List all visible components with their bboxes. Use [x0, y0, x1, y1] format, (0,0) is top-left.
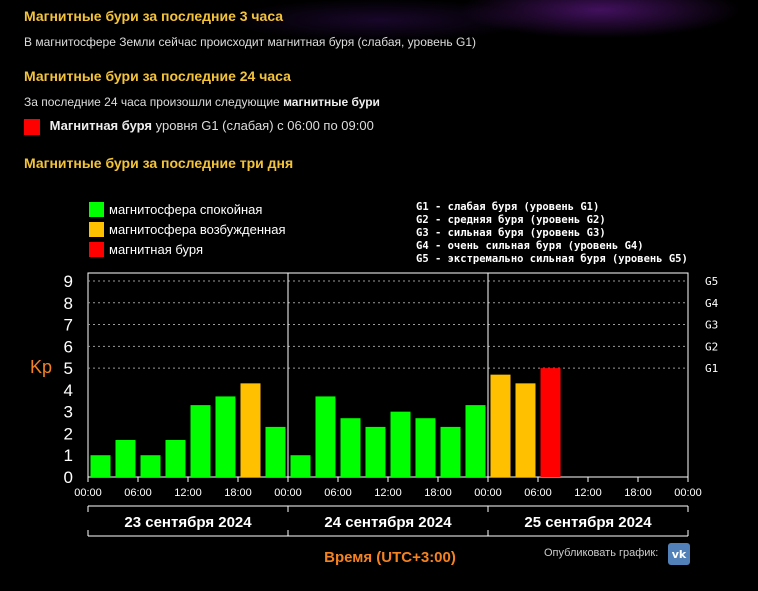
kp-bar-5 [215, 396, 236, 477]
x-tick-label-11: 18:00 [624, 487, 652, 499]
g-tick-label-3: G4 [705, 297, 719, 310]
x-tick-label-1: 06:00 [124, 487, 152, 499]
kp-bar-9 [315, 396, 336, 477]
vk-share-button[interactable]: vk [668, 543, 690, 565]
g-legend-line-0: G1 - слабая буря (уровень G1) [416, 201, 599, 213]
kp-bar-0 [90, 455, 111, 477]
y-tick-label-5: 5 [64, 359, 73, 378]
kp-bar-4 [190, 405, 211, 477]
x-tick-label-5: 06:00 [324, 487, 352, 499]
g-legend-line-2: G3 - сильная буря (уровень G3) [416, 227, 606, 239]
y-tick-label-8: 8 [64, 294, 73, 313]
y-tick-label-4: 4 [64, 381, 73, 400]
kp-bar-12 [390, 411, 411, 477]
heading-last-24-hours: Магнитные бури за последние 24 часа [24, 68, 291, 84]
g-legend-line-4: G5 - экстремально сильная буря (уровень … [416, 253, 688, 265]
g-tick-label-0: G1 [705, 362, 718, 375]
y-tick-label-6: 6 [64, 337, 73, 356]
legend-label-0: магнитосфера спокойная [109, 202, 262, 217]
storm-color-square [24, 118, 40, 135]
chart-legend: магнитосфера спокойная магнитосфера возбу… [89, 202, 286, 257]
kp-bar-7 [265, 426, 286, 477]
kp-bar-6 [240, 383, 261, 477]
day-label-0: 23 сентября 2024 [124, 514, 252, 531]
x-tick-label-7: 18:00 [424, 487, 452, 499]
storm-event-row: Магнитная буря уровня G1 (слабая) с 06:0… [24, 118, 374, 135]
x-axis-label: Время (UTC+3:00) [324, 549, 456, 566]
summary-text-24h: За последние 24 часа произошли следующие… [24, 95, 380, 109]
kp-bar-18 [540, 368, 561, 477]
legend-swatch-0 [89, 202, 104, 217]
legend-swatch-2 [89, 242, 104, 257]
vk-icon: vk [671, 547, 687, 561]
legend-label-2: магнитная буря [109, 242, 203, 257]
y-tick-label-0: 0 [64, 468, 73, 487]
kp-bar-3 [165, 439, 186, 477]
g-tick-label-4: G5 [705, 275, 718, 288]
kp-bar-1 [115, 439, 136, 477]
g-legend-line-1: G2 - средняя буря (уровень G2) [416, 214, 606, 226]
kp-bar-11 [365, 426, 386, 477]
g-tick-label-2: G3 [705, 319, 718, 332]
g-legend-line-3: G4 - очень сильная буря (уровень G4) [416, 240, 644, 252]
storm-level-legend: G1 - слабая буря (уровень G1)G2 - средня… [416, 201, 688, 265]
x-tick-label-8: 00:00 [474, 487, 502, 499]
day-label-1: 24 сентября 2024 [324, 514, 452, 531]
heading-last-3-days: Магнитные бури за последние три дня [24, 155, 294, 171]
summary-text-bold: магнитные бури [283, 95, 380, 109]
x-tick-label-0: 00:00 [74, 487, 102, 499]
x-tick-label-6: 12:00 [374, 487, 402, 499]
x-tick-label-12: 00:00 [674, 487, 702, 499]
y-tick-label-2: 2 [64, 424, 73, 443]
legend-swatch-1 [89, 222, 104, 237]
kp-bar-16 [490, 374, 511, 477]
publish-chart-label: Опубликовать график: [544, 547, 659, 559]
kp-bar-15 [465, 405, 486, 477]
kp-bar-2 [140, 455, 161, 477]
x-tick-label-9: 06:00 [524, 487, 552, 499]
g-tick-label-1: G2 [705, 340, 718, 353]
x-tick-label-2: 12:00 [174, 487, 202, 499]
y-tick-label-7: 7 [64, 316, 73, 335]
storm-event-details: уровня G1 (слабая) с 06:00 по 09:00 [155, 118, 374, 133]
kp-bar-14 [440, 426, 461, 477]
storm-event-title: Магнитная буря [49, 118, 153, 133]
day-label-2: 25 сентября 2024 [524, 514, 652, 531]
x-tick-label-3: 18:00 [224, 487, 252, 499]
x-tick-label-4: 00:00 [274, 487, 302, 499]
kp-bar-10 [340, 418, 361, 477]
plot-area: 0 1 2 3 4 5 6 7 8 9 Kp G1 G2 G3 G4 G5 00:00 06:00 12:00 18:… [30, 272, 719, 566]
kp-bar-13 [415, 418, 436, 477]
y-tick-label-3: 3 [64, 403, 73, 422]
kp-bar-8 [290, 455, 311, 477]
status-text-3h: В магнитосфере Земли сейчас происходит м… [24, 35, 476, 49]
kp-bar-17 [515, 383, 536, 477]
y-axis-label: Kp [30, 357, 52, 377]
legend-label-1: магнитосфера возбужденная [109, 222, 286, 237]
x-tick-label-10: 12:00 [574, 487, 602, 499]
heading-last-3-hours: Магнитные бури за последние 3 часа [24, 8, 284, 24]
y-tick-label-1: 1 [64, 446, 73, 465]
summary-text-prefix: За последние 24 часа произошли следующие [24, 95, 280, 109]
y-tick-label-9: 9 [64, 272, 73, 291]
